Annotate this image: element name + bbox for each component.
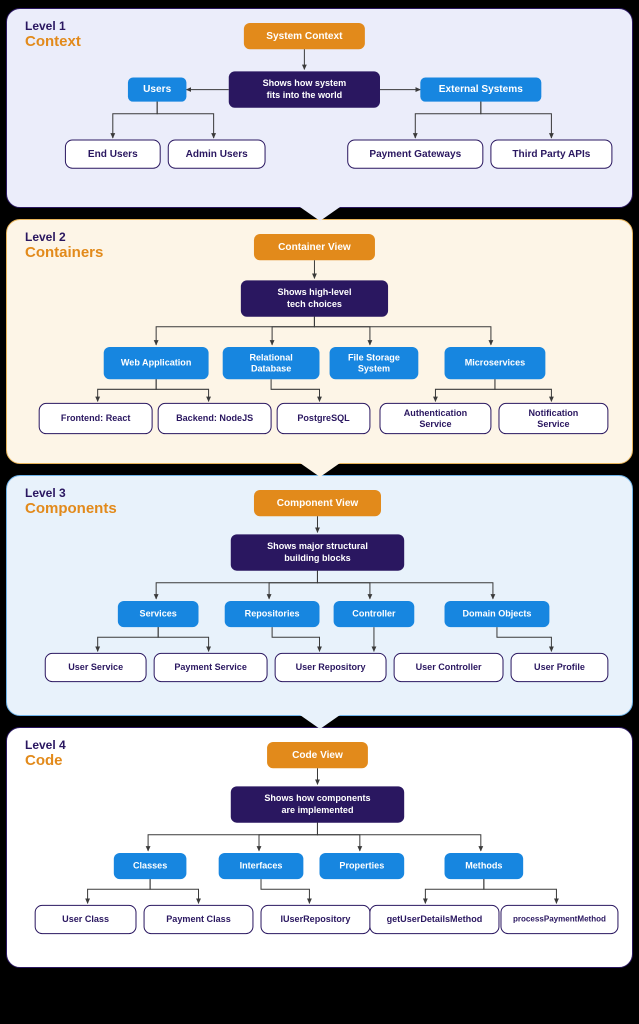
connector-2-3 — [300, 463, 340, 477]
label-payment-gw: Payment Gateways — [369, 149, 461, 160]
connector-3-4 — [300, 715, 340, 729]
level-name: Code — [25, 752, 66, 769]
label-container-view: Container View — [278, 242, 351, 253]
level-name: Components — [25, 500, 117, 517]
label-payment-svc: Payment Service — [174, 662, 247, 672]
label-interfaces: Interfaces — [240, 860, 283, 870]
label-desc-3b: building blocks — [284, 553, 350, 563]
label-system-context: System Context — [266, 31, 343, 42]
label-external: External Systems — [439, 84, 523, 95]
label-classes: Classes — [133, 860, 167, 870]
label-payment-class: Payment Class — [166, 914, 230, 924]
panel-level-4: Level 4 Code Code View Shows how compone… — [6, 727, 633, 968]
label-fs-a: File Storage — [348, 353, 400, 363]
label-code-view: Code View — [292, 750, 343, 761]
label-component-view: Component View — [277, 498, 359, 509]
level-name: Context — [25, 33, 81, 50]
label-admin-users: Admin Users — [186, 149, 249, 160]
level-name: Containers — [25, 244, 103, 261]
label-third-party: Third Party APIs — [512, 149, 590, 160]
label-properties: Properties — [339, 860, 384, 870]
label-user-ctrl: User Controller — [416, 662, 482, 672]
label-desc-2a: Shows high-level — [277, 287, 351, 297]
label-users: Users — [143, 84, 171, 95]
diagram-code: Code View Shows how components are imple… — [17, 738, 622, 948]
connector-1-2 — [300, 207, 340, 221]
label-desc-4b: are implemented — [281, 805, 353, 815]
panel-level-1: Level 1 Context System Context Shows how… — [6, 8, 633, 208]
label-end-users: End Users — [88, 149, 138, 160]
level-line: Level 4 — [25, 738, 66, 752]
label-methods: Methods — [465, 860, 502, 870]
level-line: Level 3 — [25, 486, 117, 500]
diagram-containers: Container View Shows high-level tech cho… — [17, 230, 622, 444]
label-user-class: User Class — [62, 914, 109, 924]
panel-label-2: Level 2 Containers — [25, 230, 103, 261]
label-backend: Backend: NodeJS — [176, 413, 253, 423]
label-repositories: Repositories — [245, 609, 300, 619]
label-user-profile: User Profile — [534, 662, 585, 672]
label-microservices: Microservices — [465, 358, 525, 368]
label-auth-a: Authentication — [404, 408, 467, 418]
label-notif-b: Service — [537, 419, 569, 429]
panel-label-4: Level 4 Code — [25, 738, 66, 769]
label-web-app: Web Application — [121, 358, 192, 368]
label-desc-1b: fits into the world — [267, 90, 343, 100]
label-rel-db-a: Relational — [249, 353, 292, 363]
label-process-payment: processPaymentMethod — [513, 914, 606, 923]
label-iuser-repo: IUserRepository — [280, 914, 350, 924]
label-get-user-details: getUserDetailsMethod — [387, 914, 483, 924]
diagram-context: System Context Shows how system fits int… — [17, 19, 622, 188]
label-user-svc: User Service — [68, 662, 123, 672]
label-desc-2b: tech choices — [287, 299, 342, 309]
label-notif-a: Notification — [529, 408, 579, 418]
panel-label-3: Level 3 Components — [25, 486, 117, 517]
level-line: Level 2 — [25, 230, 103, 244]
level-line: Level 1 — [25, 19, 81, 33]
label-rel-db-b: Database — [251, 364, 291, 374]
label-services: Services — [140, 609, 177, 619]
label-frontend: Frontend: React — [61, 413, 130, 423]
label-auth-b: Service — [419, 419, 451, 429]
label-controller: Controller — [352, 609, 396, 619]
label-desc-1a: Shows how system — [263, 78, 347, 88]
panel-level-2: Level 2 Containers Container View Shows … — [6, 219, 633, 464]
label-domain-objects: Domain Objects — [462, 609, 531, 619]
panel-level-3: Level 3 Components Component View Shows … — [6, 475, 633, 716]
panel-label-1: Level 1 Context — [25, 19, 81, 50]
label-desc-3a: Shows major structural — [267, 541, 368, 551]
label-fs-b: System — [358, 364, 390, 374]
diagram-components: Component View Shows major structural bu… — [17, 486, 622, 696]
label-postgres: PostgreSQL — [297, 413, 350, 423]
label-desc-4a: Shows how components — [264, 793, 370, 803]
label-user-repo: User Repository — [296, 662, 366, 672]
